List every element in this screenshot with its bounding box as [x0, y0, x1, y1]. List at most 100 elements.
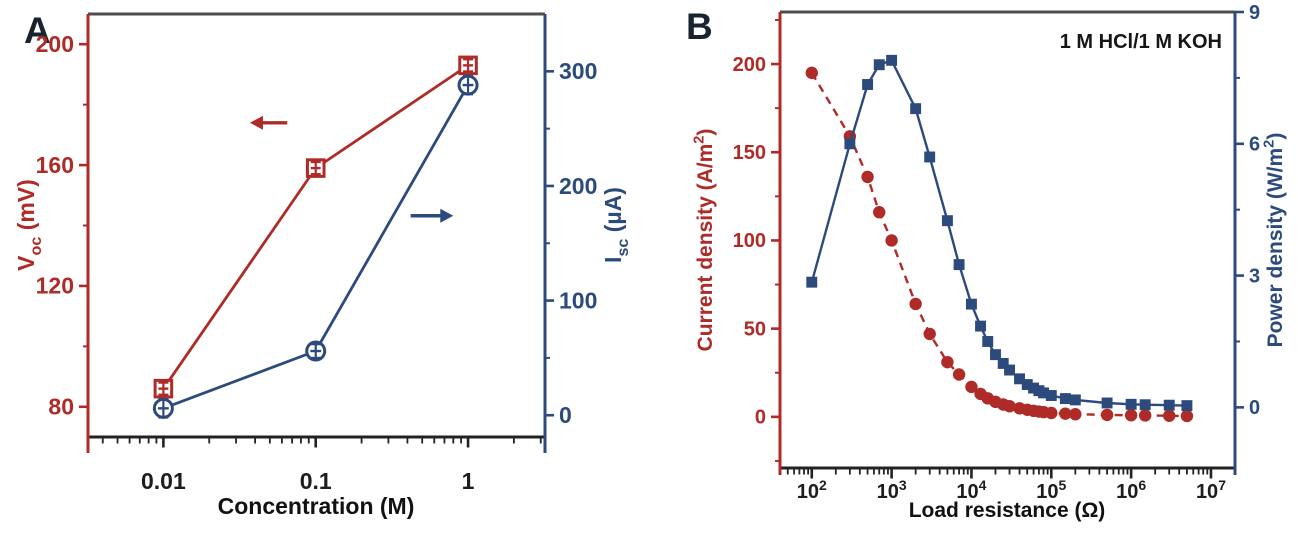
data-point — [997, 357, 1009, 369]
tspan-shape: 10 — [797, 481, 819, 503]
data-point — [844, 138, 856, 150]
tick-label: 1 — [462, 468, 475, 494]
tick-label: 102 — [797, 477, 827, 503]
tspan-shape: 10 — [1116, 481, 1138, 503]
series-power-density — [806, 54, 1193, 412]
tick-label: 0 — [755, 407, 766, 429]
data-point — [806, 276, 818, 288]
data-point — [1163, 409, 1176, 422]
data-point — [941, 215, 953, 227]
data-point — [1138, 409, 1152, 422]
tick-label: 80 — [48, 394, 74, 420]
tick-label: 106 — [1116, 477, 1146, 503]
tspan-shape: 2 — [819, 477, 827, 493]
data-point — [886, 54, 898, 66]
data-point — [873, 59, 885, 71]
tick-label: 103 — [877, 477, 907, 503]
data-point — [990, 349, 1001, 361]
data-point — [1163, 399, 1175, 411]
tick-label: 107 — [1196, 477, 1226, 503]
tick-label: 50 — [744, 318, 766, 340]
y-axis-right: 0 100 200 300 Isc (µA) — [545, 58, 632, 428]
tspan-shape: 10 — [877, 481, 899, 503]
data-point — [1059, 393, 1071, 405]
tspan-shape: oc — [27, 237, 45, 256]
tspan-shape: 4 — [979, 477, 987, 493]
tick-label: 0.1 — [300, 468, 332, 494]
tick-label: 0 — [559, 402, 572, 428]
tick-label: 0 — [1249, 397, 1260, 419]
panel-a-label: A — [24, 10, 51, 51]
tick-label: 104 — [956, 477, 986, 503]
data-point — [1139, 399, 1151, 411]
series-line — [162, 64, 469, 390]
data-point — [909, 297, 922, 311]
path-shape — [249, 115, 263, 130]
y-axis-title-right: Isc (µA) — [600, 187, 632, 263]
data-point — [1059, 407, 1072, 420]
tspan-shape: 10 — [956, 481, 978, 503]
y-axis-title-right: Power density (W/m2) — [1262, 133, 1287, 348]
axis-direction-arrow — [410, 208, 454, 223]
data-point — [1100, 408, 1114, 422]
tick-label: 100 — [559, 287, 597, 313]
data-point — [965, 380, 978, 394]
data-point — [1021, 379, 1033, 390]
data-point — [924, 151, 936, 163]
data-point — [885, 234, 898, 247]
path-shape — [440, 208, 454, 223]
data-point — [1125, 398, 1137, 410]
data-point — [805, 66, 818, 80]
tspan-shape: 10 — [1036, 481, 1058, 503]
tick-label: 200 — [559, 173, 597, 199]
data-point — [1014, 373, 1025, 385]
y-axis-right: 0 3 6 9 Power density (W/m2) — [1235, 2, 1287, 419]
tspan-shape: V — [13, 255, 39, 271]
series-open-circuit-voltage — [153, 55, 478, 399]
data-point — [1045, 390, 1057, 401]
data-point — [873, 206, 886, 219]
tspan-shape: 2 — [692, 136, 708, 144]
tick-label: 3 — [1249, 265, 1260, 287]
tspan-shape: 7 — [1218, 477, 1226, 493]
tspan-shape: 10 — [1196, 481, 1218, 503]
x-axis-title: Load resistance (Ω) — [909, 499, 1106, 522]
data-point — [861, 170, 874, 184]
data-point — [941, 355, 954, 369]
tspan-shape: 6 — [1138, 477, 1146, 493]
panel-a-chart: 80 120 160 200 Voc (mV) 0 100 200 300 Isc (µA) 0.0… — [13, 12, 632, 519]
data-point — [975, 320, 987, 332]
axis-direction-arrow — [249, 115, 288, 130]
data-point — [923, 327, 936, 341]
tspan-shape: Concentration (M) — [218, 493, 415, 519]
tspan-shape: Load resistance (Ω) — [909, 499, 1106, 522]
tick-label: 200 — [733, 54, 766, 76]
data-point — [1124, 409, 1138, 422]
data-point — [1069, 407, 1082, 421]
data-point — [862, 79, 874, 90]
tick-label: 200 — [36, 31, 74, 57]
data-point — [1038, 387, 1050, 399]
tspan-shape: Current density (A/m — [694, 144, 717, 352]
tspan-shape: ) — [694, 129, 717, 136]
data-point — [1069, 394, 1081, 406]
tspan-shape: I — [600, 257, 626, 263]
data-point — [1003, 400, 1016, 413]
data-point — [1004, 364, 1015, 376]
data-point — [1180, 409, 1194, 423]
y-axis-title-left: Voc (mV) — [13, 179, 45, 271]
tspan-shape: ) — [1264, 133, 1287, 140]
data-point — [1045, 406, 1058, 420]
tick-label: 0.01 — [141, 468, 186, 494]
panel-b-label: B — [686, 6, 713, 47]
tick-label: 100 — [733, 230, 766, 252]
x-axis-title: Concentration (M) — [218, 493, 415, 519]
tick-label: 6 — [1249, 134, 1260, 156]
x-axis: 0.01 0.1 1 Concentration (M) — [101, 438, 542, 519]
tspan-shape: 2 — [1262, 140, 1278, 148]
data-point — [982, 336, 994, 347]
